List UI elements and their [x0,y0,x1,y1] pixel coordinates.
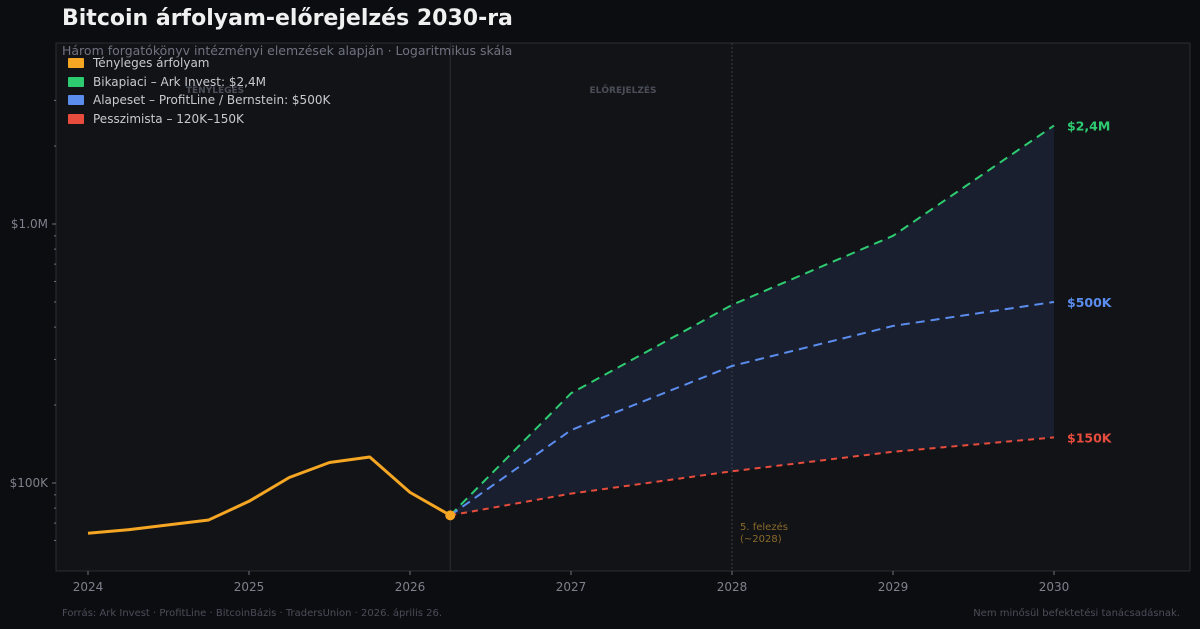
halving-annotation: 5. felezés [740,521,788,533]
chart-subtitle: Három forgatókönyv intézményi elemzések … [62,43,513,58]
legend-item-actual: Tényleges árfolyam [68,54,330,73]
legend-label: Alapeset – ProfitLine / Bernstein: $500K [93,93,331,108]
end-label: $2,4M [1067,119,1110,134]
legend-swatch [68,58,84,69]
end-label: $150K [1067,430,1113,445]
source-note: Forrás: Ark Invest · ProfitLine · Bitcoi… [62,608,443,619]
chart-title: Bitcoin árfolyam-előrejelzés 2030-ra [62,6,513,31]
disclaimer: Nem minősül befektetési tanácsadásnak. [973,608,1180,619]
x-tick-label: 2024 [73,580,104,594]
legend-item-bear: Pesszimista – 120K–150K [68,110,330,129]
legend: Tényleges árfolyam Bikapiaci – Ark Inves… [68,54,330,128]
x-tick-label: 2028 [717,580,748,594]
legend-item-base: Alapeset – ProfitLine / Bernstein: $500K [68,91,330,110]
series-line-0 [87,455,451,535]
region-label-forecast: ELŐREJELZÉS [590,84,657,96]
legend-item-bull: Bikapiaci – Ark Invest: $2,4M [68,73,330,92]
x-tick-label: 2026 [395,580,426,594]
y-tick-label: $1.0M [11,217,48,231]
end-label: $500K [1067,295,1113,310]
series-line-2 [449,300,1055,517]
legend-swatch [68,76,84,87]
x-tick-label: 2027 [556,580,587,594]
x-tick-label: 2025 [234,580,265,594]
region-label-actual: TÉNYLEGES [186,84,244,96]
x-tick-label: 2030 [1039,580,1070,594]
legend-swatch [68,95,84,106]
x-tick-label: 2029 [878,580,909,594]
series-line-3 [450,436,1055,517]
halving-annotation: (~2028) [740,534,782,545]
current-price-marker [445,510,456,521]
legend-label: Tényleges árfolyam [93,56,210,71]
legend-label: Pesszimista – 120K–150K [93,111,244,126]
y-tick-label: $100K [10,476,50,490]
legend-label: Bikapiaci – Ark Invest: $2,4M [93,74,266,89]
legend-swatch [68,113,84,124]
